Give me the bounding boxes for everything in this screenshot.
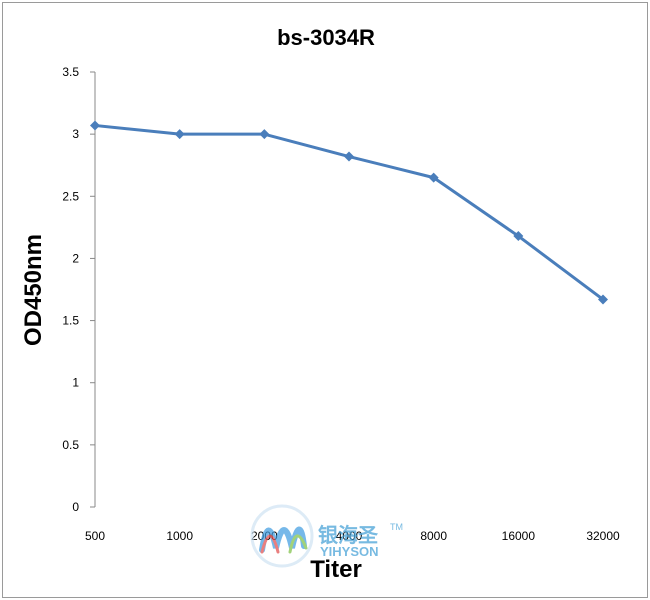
data-point-marker [259,129,270,140]
chart-title: bs-3034R [277,25,375,50]
y-tick-label: 1 [72,376,79,390]
x-tick-label: 8000 [420,529,447,543]
series-marker-group [90,120,608,305]
x-tick-label: 4000 [336,529,363,543]
y-tick-label: 2 [72,251,79,265]
y-tick-label: 2.5 [62,189,79,203]
data-point-marker [598,294,608,305]
data-point-marker [174,129,185,140]
watermark-logo: 银海圣 TM YIHYSON [250,504,403,568]
y-tick-group: 0 0.5 1 1.5 2 2.5 3 3.5 [62,65,95,514]
data-point-marker [90,120,100,131]
x-axis-title: Titer [310,556,362,583]
watermark-tm: TM [390,522,403,532]
x-tick-label: 16000 [502,529,536,543]
y-tick-label: 1.5 [62,314,79,328]
x-tick-label: 500 [85,529,105,543]
watermark-text-cn: 银海圣 [318,523,379,547]
watermark-icon [250,504,314,568]
y-tick-label: 3 [72,127,79,141]
x-tick-label: 1000 [166,529,193,543]
y-axis-title: OD450nm [20,234,47,346]
watermark-text-en: YIHYSON [320,544,379,559]
data-point-marker [513,231,524,242]
y-tick-label: 3.5 [62,65,79,79]
data-point-marker [344,151,354,162]
y-tick-label: 0.5 [62,438,79,452]
y-tick-label: 0 [72,500,79,514]
data-point-marker [428,172,439,183]
x-tick-label: 32000 [586,529,620,543]
